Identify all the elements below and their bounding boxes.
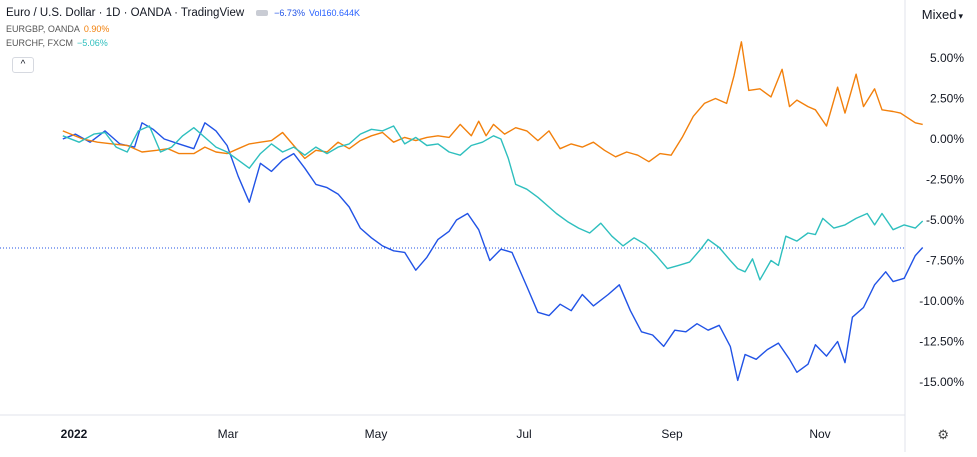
series-line-eurchf[interactable]	[62, 125, 924, 281]
y-tick-label: -5.00%	[926, 213, 964, 227]
y-tick-label: 0.00%	[930, 132, 964, 146]
legend-collapse-button[interactable]: ^	[12, 57, 34, 73]
y-tick-label: 2.50%	[930, 92, 964, 106]
series-line-eurgbp[interactable]	[62, 41, 923, 163]
gear-icon[interactable]: ⚙	[937, 427, 949, 442]
symbol-title[interactable]: Euro / U.S. Dollar · 1D · OANDA · Tradin…	[6, 7, 245, 19]
y-tick-label: -7.50%	[926, 254, 964, 268]
volume-value: 160.644K	[321, 8, 361, 18]
x-tick-label: Nov	[809, 427, 830, 441]
chart-legend: Euro / U.S. Dollar · 1D · OANDA · Tradin…	[6, 6, 360, 50]
scale-mode-button[interactable]: Mixed ▾	[922, 7, 963, 22]
x-tick-label: Mar	[218, 427, 239, 441]
y-tick-label: -12.50%	[919, 335, 964, 349]
legend-change-eurgbp: 0.90%	[83, 24, 110, 34]
y-tick-label: -10.00%	[919, 294, 964, 308]
legend-row-eurgbp[interactable]: EURGBP, OANDA 0.90%	[6, 22, 360, 36]
scale-mode-label: Mixed	[921, 7, 957, 22]
y-tick-label: -15.00%	[919, 375, 964, 389]
x-tick-label: Jul	[516, 427, 531, 441]
series-layer	[62, 41, 924, 382]
x-tick-label: 2022	[61, 427, 88, 441]
visibility-toggle-icon[interactable]	[256, 10, 269, 16]
chevron-up-icon: ^	[20, 59, 26, 70]
grid-layer	[0, 0, 906, 452]
legend-change-eurchf: −5.06%	[77, 38, 108, 48]
series-line-eurusd[interactable]	[62, 122, 924, 382]
legend-main-row[interactable]: Euro / U.S. Dollar · 1D · OANDA · Tradin…	[6, 6, 360, 20]
main-change-value: −6.73%	[274, 8, 305, 18]
y-tick-label: 5.00%	[930, 51, 964, 65]
legend-label-eurgbp: EURGBP, OANDA	[6, 24, 80, 34]
volume-label: Vol	[308, 8, 322, 18]
x-tick-label: May	[365, 427, 388, 441]
legend-row-eurchf[interactable]: EURCHF, FXCM −5.06%	[6, 36, 360, 50]
chevron-down-icon: ▾	[958, 11, 963, 21]
x-tick-label: Sep	[661, 427, 683, 441]
y-axis[interactable]: 5.00% 2.50% 0.00% -2.50% -5.00% -7.50% -10.00%…	[919, 51, 964, 389]
y-tick-label: -2.50%	[926, 173, 964, 187]
legend-label-eurchf: EURCHF, FXCM	[6, 38, 73, 48]
x-axis[interactable]: 2022 Mar May Jul Sep Nov	[61, 427, 831, 441]
